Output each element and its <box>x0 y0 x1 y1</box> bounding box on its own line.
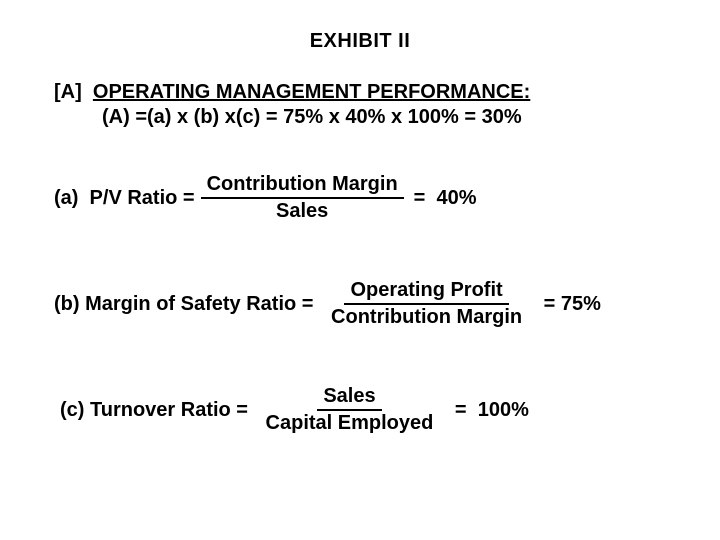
formula-a-numerator: Contribution Margin <box>201 173 404 199</box>
formula-a-result: = 40% <box>414 187 477 210</box>
formula-c-fraction: Sales Capital Employed <box>260 385 440 435</box>
formula-c-numerator: Sales <box>317 385 381 411</box>
formula-a-fraction: Contribution Margin Sales <box>201 173 404 223</box>
formula-c-label: (c) Turnover Ratio = <box>60 399 254 422</box>
section-tag: [A] <box>54 81 82 103</box>
formula-b: (b) Margin of Safety Ratio = Operating P… <box>54 279 670 329</box>
formula-c: (c) Turnover Ratio = Sales Capital Emplo… <box>60 385 670 435</box>
formula-b-numerator: Operating Profit <box>344 279 508 305</box>
formula-a: (a) P/V Ratio = Contribution Margin Sale… <box>54 173 670 223</box>
formula-b-fraction: Operating Profit Contribution Margin <box>325 279 528 329</box>
formula-block: (a) P/V Ratio = Contribution Margin Sale… <box>54 173 670 435</box>
section-subline: (A) =(a) x (b) x(c) = 75% x 40% x 100% =… <box>102 106 670 129</box>
formula-c-denominator: Capital Employed <box>260 411 440 435</box>
formula-b-result: = 75% <box>538 293 601 316</box>
section-heading: OPERATING MANAGEMENT PERFORMANCE: <box>93 81 530 103</box>
formula-b-label: (b) Margin of Safety Ratio = <box>54 293 319 316</box>
section-header: [A] OPERATING MANAGEMENT PERFORMANCE: <box>54 81 670 104</box>
exhibit-title: EXHIBIT II <box>50 30 670 53</box>
formula-c-result: = 100% <box>449 399 529 422</box>
formula-b-denominator: Contribution Margin <box>325 305 528 329</box>
formula-a-denominator: Sales <box>270 199 334 223</box>
formula-a-label: (a) P/V Ratio = <box>54 187 195 210</box>
